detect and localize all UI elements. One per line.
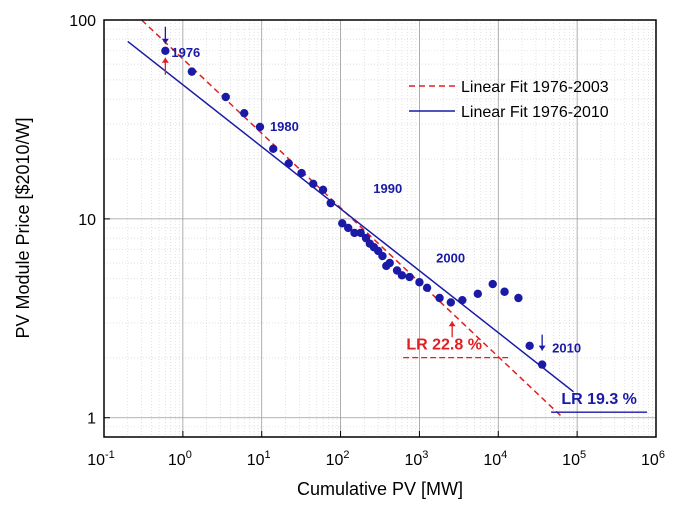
data-point	[446, 298, 456, 307]
data-point	[473, 289, 483, 298]
x-tick-label: 101	[247, 449, 271, 469]
x-tick-labels: 10-1 100 101 102 103 104 105 106	[87, 431, 665, 469]
legend: Linear Fit 1976-2003 Linear Fit 1976-201…	[409, 79, 609, 121]
x-tick-label: 105	[562, 449, 586, 469]
data-point	[338, 219, 347, 228]
data-point	[415, 278, 424, 287]
data-point	[435, 293, 444, 303]
data-point	[514, 293, 523, 303]
data-point	[488, 279, 497, 289]
lr-blue-label: LR 19.3 %	[561, 391, 637, 408]
y-tick-label: 10	[78, 212, 96, 229]
data-point	[297, 168, 306, 178]
data-point	[187, 67, 197, 76]
data-point	[356, 228, 365, 238]
annotations: 1976 1980 1990 2000 2010 LR 22.8 % LR 19.3 %	[161, 26, 648, 413]
x-tick-label: 104	[483, 449, 507, 469]
data-point	[344, 223, 353, 233]
x-tick-label: 106	[641, 449, 665, 469]
data-point	[318, 185, 328, 195]
x-tick-label: 103	[404, 449, 428, 469]
arrow-2010-blue-head	[538, 345, 546, 351]
arrow-2003-red-head	[448, 321, 456, 327]
y-tick-label: 1	[87, 411, 96, 428]
lr-red-label: LR 22.8 %	[406, 337, 482, 354]
fit-line-1976-2010	[127, 40, 574, 393]
data-point	[378, 251, 387, 261]
fit-line-1976-2003	[141, 19, 564, 419]
year-label: 2000	[436, 250, 465, 265]
x-tick-label: 102	[326, 449, 350, 469]
legend-label-fit-2003: Linear Fit 1976-2003	[461, 79, 609, 96]
arrow-1976-red-head	[161, 57, 169, 63]
arrow-1976-blue-head	[161, 38, 169, 44]
year-label: 1980	[270, 119, 299, 134]
data-point	[350, 228, 359, 238]
fit-lines	[127, 19, 574, 419]
data-point	[284, 159, 293, 168]
y-axis-label: PV Module Price [$2010/W]	[13, 117, 33, 338]
y-tick-labels: 100 10 1	[69, 13, 110, 428]
data-point	[161, 46, 170, 56]
data-point	[269, 144, 278, 154]
data-point	[537, 360, 547, 369]
year-label: 1990	[373, 181, 402, 196]
year-label: 2010	[552, 341, 581, 356]
x-axis-label: Cumulative PV [MW]	[297, 479, 463, 499]
data-point	[385, 258, 394, 268]
data-point	[326, 198, 335, 208]
data-point	[458, 295, 467, 305]
y-tick-label: 100	[69, 13, 96, 30]
data-points	[161, 46, 547, 369]
data-point	[422, 283, 432, 293]
x-tick-label: 10-1	[87, 449, 115, 469]
data-point	[255, 122, 265, 132]
legend-label-fit-2010: Linear Fit 1976-2010	[461, 104, 609, 121]
year-label: 1976	[171, 45, 200, 60]
data-point	[525, 341, 534, 350]
minor-gridlines	[104, 20, 656, 438]
data-point	[405, 272, 414, 282]
data-point	[500, 287, 509, 296]
data-point	[397, 271, 407, 280]
plot-frame	[103, 19, 657, 438]
data-point	[221, 92, 230, 102]
data-point	[309, 179, 318, 189]
data-point	[240, 108, 249, 118]
x-tick-label: 100	[168, 449, 192, 469]
